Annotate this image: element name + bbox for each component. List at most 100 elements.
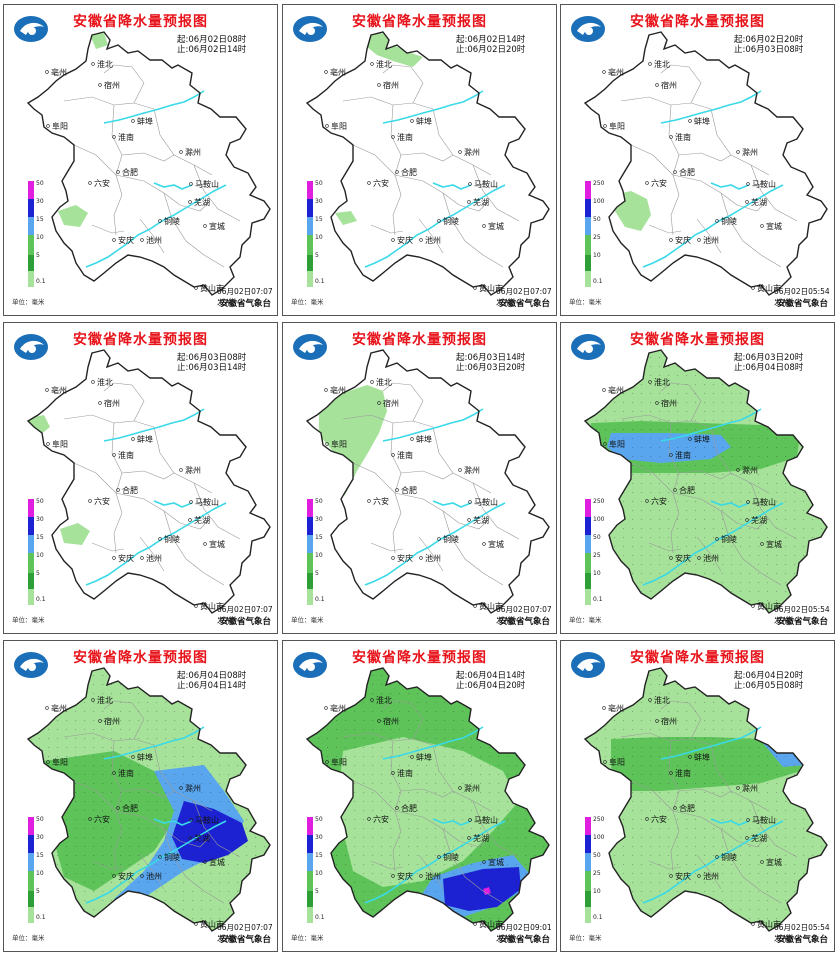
grid-value: ·: [713, 589, 715, 595]
grid-value: ·: [587, 463, 589, 469]
grid-value: ·: [525, 808, 527, 814]
grid-value: ·: [219, 844, 221, 850]
grid-value: ·: [677, 790, 679, 796]
grid-value: ·: [749, 727, 751, 733]
city-marker: [673, 806, 677, 810]
grid-value: ·: [605, 382, 607, 388]
grid-value: ·: [650, 835, 652, 841]
grid-value: ·: [417, 718, 419, 724]
grid-value: ·: [525, 862, 527, 868]
grid-value: ·: [489, 745, 491, 751]
grid-value: ·: [794, 880, 796, 886]
grid-value: ·: [246, 844, 248, 850]
grid-value: ·: [120, 727, 122, 733]
city-marker: [473, 922, 477, 926]
legend-swatch: [585, 217, 591, 235]
grid-value: ·: [803, 709, 805, 715]
grid-value: ·: [84, 853, 86, 859]
city-label: 宿州: [104, 716, 120, 726]
grid-value: ·: [345, 925, 347, 931]
grid-value: ·: [650, 553, 652, 559]
grid-value: ·: [623, 817, 625, 823]
city-label: 黄山市: [479, 601, 503, 611]
grid-value: ·: [165, 925, 167, 931]
grid-value: ·: [821, 454, 823, 460]
grid-value: ·: [426, 700, 428, 706]
grid-value: ·: [219, 835, 221, 841]
legend-swatch: [585, 235, 591, 255]
grid-value: ·: [641, 835, 643, 841]
grid-value: ·: [111, 862, 113, 868]
grid-value: ·: [704, 562, 706, 568]
grid-value: ·: [228, 826, 230, 832]
grid-value: ·: [246, 826, 248, 832]
forecast-panel: · · · · · · · · · · · · · · · · · · · · · · · · · · · · · · · · · · · · · · · ·…: [560, 322, 835, 634]
city-marker: [467, 200, 471, 204]
grid-value: ·: [525, 763, 527, 769]
grid-value: ·: [228, 745, 230, 751]
grid-value: ·: [498, 754, 500, 760]
grid-value: ·: [219, 862, 221, 868]
grid-value: ·: [84, 871, 86, 877]
grid-value: ·: [650, 544, 652, 550]
legend-tick: 15: [315, 852, 323, 859]
grid-value: ·: [228, 907, 230, 913]
city-label: 淮北: [654, 695, 670, 705]
grid-value: ·: [444, 772, 446, 778]
issue-time: 06月02日07:07发布: [217, 923, 273, 943]
grid-value: ·: [758, 700, 760, 706]
grid-value: ·: [785, 772, 787, 778]
grid-value: ·: [785, 727, 787, 733]
grid-value: ·: [147, 682, 149, 688]
grid-value: ·: [372, 853, 374, 859]
grid-value: ·: [632, 844, 634, 850]
grid-value: ·: [237, 763, 239, 769]
grid-value: ·: [102, 727, 104, 733]
grid-value: ·: [794, 835, 796, 841]
legend-swatch: [585, 853, 591, 871]
grid-value: ·: [408, 709, 410, 715]
legend-swatch: [28, 817, 34, 835]
grid-value: ·: [821, 754, 823, 760]
county-boundary: [103, 382, 145, 422]
grid-value: ·: [147, 898, 149, 904]
county-boundary: [720, 510, 782, 586]
grid-value: ·: [57, 790, 59, 796]
grid-value: ·: [210, 718, 212, 724]
grid-value: ·: [228, 799, 230, 805]
grid-value: ·: [525, 745, 527, 751]
grid-value: ·: [381, 727, 383, 733]
grid-value: ·: [426, 718, 428, 724]
grid-value: ·: [462, 835, 464, 841]
precip-area: [58, 205, 88, 227]
city-marker: [45, 388, 49, 392]
grid-value: ·: [255, 799, 257, 805]
grid-value: ·: [695, 436, 697, 442]
grid-value: ·: [605, 907, 607, 913]
city-marker: [468, 500, 472, 504]
grid-value: ·: [102, 754, 104, 760]
grid-value: ·: [731, 736, 733, 742]
grid-value: ·: [722, 472, 724, 478]
grid-value: ·: [641, 673, 643, 679]
legend-tick: 15: [315, 534, 323, 541]
grid-value: ·: [174, 871, 176, 877]
grid-value: ·: [587, 490, 589, 496]
city-marker: [158, 855, 162, 859]
grid-value: ·: [399, 817, 401, 823]
grid-value: ·: [749, 553, 751, 559]
grid-value: ·: [767, 553, 769, 559]
grid-value: ·: [614, 355, 616, 361]
grid-value: ·: [596, 526, 598, 532]
grid-value: ·: [812, 355, 814, 361]
city-label: 阜阳: [331, 757, 347, 767]
grid-value: ·: [749, 862, 751, 868]
county-boundary: [630, 462, 674, 494]
grid-value: ·: [722, 463, 724, 469]
grid-value: ·: [480, 889, 482, 895]
grid-value: ·: [228, 736, 230, 742]
river: [153, 818, 193, 826]
grid-value: ·: [596, 436, 598, 442]
grid-value: ·: [776, 799, 778, 805]
grid-value: ·: [471, 889, 473, 895]
